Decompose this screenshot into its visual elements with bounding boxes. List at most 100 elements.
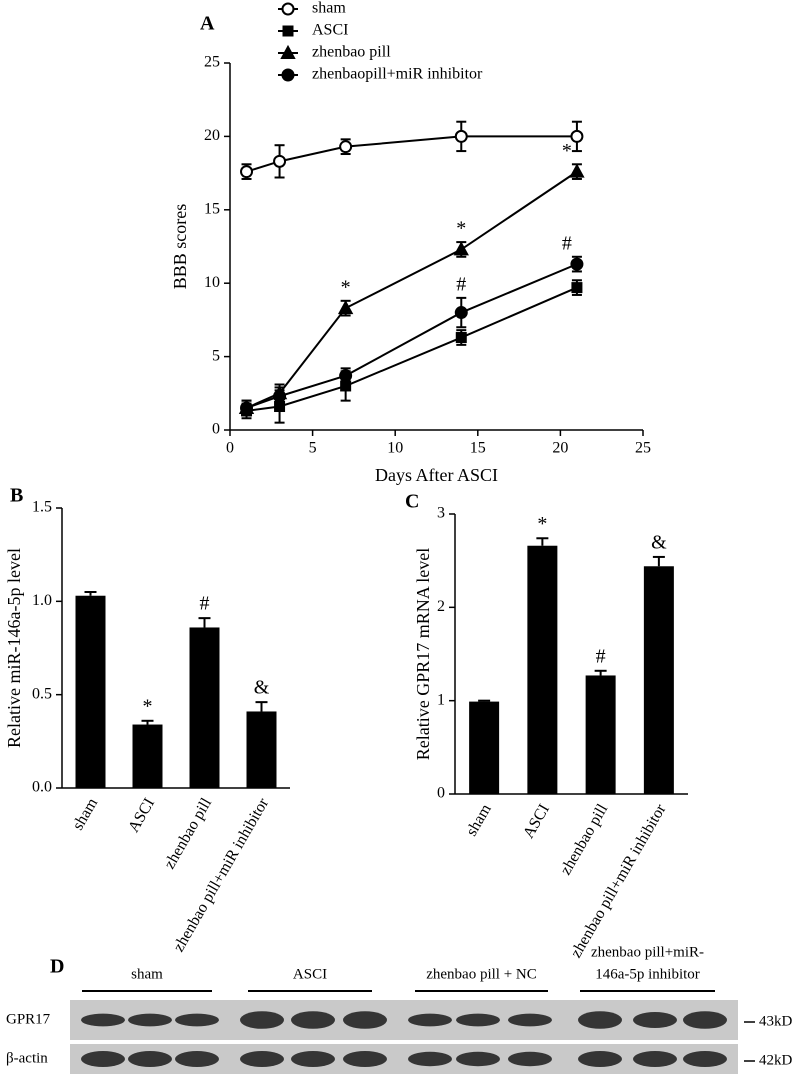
marker xyxy=(455,332,467,344)
blot-band xyxy=(81,1013,125,1027)
blot-band xyxy=(175,1013,219,1027)
marker xyxy=(240,401,254,415)
blot-band xyxy=(343,1051,387,1067)
y-axis-label: Relative GPR17 mRNA level xyxy=(413,548,433,760)
blot-band xyxy=(633,1051,677,1067)
y-axis-label: BBB scores xyxy=(170,204,190,290)
size-label: 43kD xyxy=(759,1013,793,1029)
y-tick-label: 2 xyxy=(437,598,445,615)
marker xyxy=(454,306,468,320)
blot-band xyxy=(128,1051,172,1067)
blot-band xyxy=(291,1051,335,1067)
blot-band xyxy=(578,1051,622,1067)
panel-letter: C xyxy=(405,491,419,513)
panel-letter: A xyxy=(200,13,215,35)
panel-letter: B xyxy=(10,485,23,507)
group-label: zhenbao pill + NC xyxy=(426,966,537,982)
bar xyxy=(527,545,558,794)
x-axis-label: Days After ASCI xyxy=(375,465,498,485)
legend-marker xyxy=(281,2,295,16)
marker xyxy=(570,257,584,271)
panel-letter: D xyxy=(50,956,64,978)
error-bar xyxy=(198,617,211,628)
error-bar xyxy=(536,537,549,546)
marker xyxy=(273,154,287,168)
x-tick-label: 25 xyxy=(635,440,651,457)
legend-label: ASCI xyxy=(312,22,348,39)
y-tick-label: 20 xyxy=(204,127,220,144)
blot-band xyxy=(456,1013,500,1027)
bar xyxy=(75,595,106,788)
y-tick-label: 15 xyxy=(204,200,220,217)
group-label: ASCI xyxy=(293,966,327,982)
point-label: & xyxy=(651,532,667,554)
marker xyxy=(569,163,585,178)
marker xyxy=(240,165,254,179)
point-label: # xyxy=(200,593,210,615)
group-label: zhenbao pill+miR- xyxy=(591,944,704,960)
legend-marker xyxy=(281,68,295,82)
y-tick-label: 0.0 xyxy=(32,779,52,796)
error-bar xyxy=(594,669,607,676)
error-bar xyxy=(255,701,268,712)
blot-band xyxy=(291,1011,335,1029)
point-label: * xyxy=(143,695,153,717)
error-bar xyxy=(84,591,97,596)
marker xyxy=(454,129,468,143)
size-label: 42kD xyxy=(759,1052,793,1068)
marker xyxy=(571,282,583,294)
y-tick-label: 1 xyxy=(437,691,445,708)
legend-label: zhenbaopill+miR inhibitor xyxy=(312,66,483,83)
bar xyxy=(246,711,277,788)
blot-band xyxy=(408,1051,452,1067)
error-bar xyxy=(141,719,154,725)
blot-band xyxy=(81,1051,125,1067)
group-label: sham xyxy=(131,966,163,982)
marker xyxy=(570,129,584,143)
bar xyxy=(469,701,500,794)
group-label: 146a-5p inhibitor xyxy=(595,966,700,982)
y-tick-label: 25 xyxy=(204,54,220,71)
blot-band xyxy=(175,1051,219,1067)
marker xyxy=(273,389,287,403)
blot-band xyxy=(508,1051,552,1067)
point-label: # xyxy=(456,273,466,295)
x-tick-label: 15 xyxy=(470,440,486,457)
y-tick-label: 0.5 xyxy=(32,685,52,702)
x-tick-label: 20 xyxy=(552,440,568,457)
marker xyxy=(337,300,354,315)
point-label: * xyxy=(341,276,351,298)
blot-band xyxy=(683,1051,727,1067)
y-tick-label: 10 xyxy=(204,274,220,291)
bar xyxy=(643,566,674,794)
y-tick-label: 5 xyxy=(212,347,220,364)
bar xyxy=(585,675,616,794)
y-axis-label: Relative miR-146a-5p level xyxy=(4,548,24,748)
blot-band xyxy=(240,1051,284,1067)
blot-band xyxy=(683,1011,727,1029)
marker xyxy=(339,369,353,383)
point-label: # xyxy=(562,232,572,254)
blot-band xyxy=(408,1013,452,1027)
point-label: * xyxy=(537,513,547,535)
blot-band xyxy=(508,1013,552,1027)
point-label: * xyxy=(456,218,466,240)
y-tick-label: 1.0 xyxy=(32,592,52,609)
blot-band xyxy=(128,1013,172,1027)
y-tick-label: 3 xyxy=(437,505,445,522)
legend-marker xyxy=(280,44,296,59)
x-tick-label: 0 xyxy=(226,440,234,457)
legend-marker xyxy=(282,25,294,37)
marker xyxy=(339,140,353,154)
y-tick-label: 0 xyxy=(437,785,445,802)
blot-band xyxy=(456,1051,500,1067)
blot-band xyxy=(343,1011,387,1029)
y-tick-label: 1.5 xyxy=(32,499,52,516)
point-label: & xyxy=(254,677,270,699)
point-label: # xyxy=(596,645,606,667)
legend-label: sham xyxy=(312,0,346,17)
row-label: β-actin xyxy=(6,1050,48,1066)
x-tick-label: 5 xyxy=(309,440,317,457)
